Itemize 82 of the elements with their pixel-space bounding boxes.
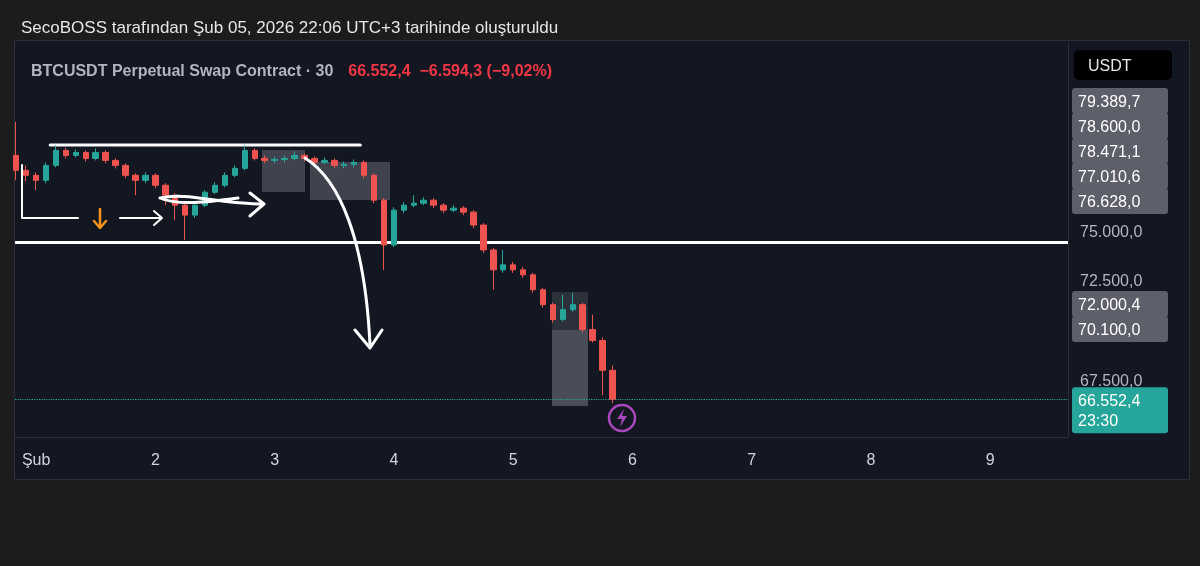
candlestick: [599, 337, 606, 396]
candlestick: [43, 161, 49, 184]
text: 76.628,0: [1078, 192, 1141, 210]
candlestick: [102, 149, 109, 164]
candlestick: [271, 155, 278, 164]
candlestick: [281, 154, 288, 163]
candlestick: [500, 249, 506, 274]
candlestick: [83, 149, 89, 162]
candlestick: [371, 172, 377, 204]
candlestick: [401, 201, 407, 214]
candlestick: [351, 158, 357, 168]
candlestick: [63, 146, 69, 159]
candlestick: [242, 144, 248, 171]
candlestick: [192, 201, 198, 219]
text: 23:30: [1078, 411, 1119, 429]
candlestick: [411, 194, 417, 208]
candlestick: [450, 204, 457, 213]
candlestick: [232, 164, 238, 178]
candlestick: [132, 172, 139, 196]
candlestick: [381, 197, 387, 271]
candlestick: [609, 364, 616, 404]
y-tick-label: 67.500,0: [1080, 371, 1143, 389]
candlestick: [520, 266, 526, 279]
text: 78.600,0: [1078, 117, 1141, 135]
text: 78.471,1: [1078, 142, 1141, 160]
candlestick: [460, 205, 467, 216]
candlestick: [440, 202, 447, 214]
candlestick: [73, 148, 79, 158]
candlestick: [341, 160, 347, 169]
candlestick: [550, 302, 556, 324]
candlestick: [92, 147, 99, 161]
candlestick: [152, 172, 159, 189]
x-tick-label: 9: [985, 450, 995, 468]
ref-line-label: 66.552,4: [1078, 391, 1141, 409]
candlestick: [182, 202, 188, 241]
x-tick-label: Şub: [21, 450, 51, 468]
x-tick-label: 5: [508, 450, 518, 468]
candlestick: [480, 222, 487, 254]
text: 70.100,0: [1078, 320, 1141, 338]
candlestick: [530, 272, 536, 294]
candlestick: [162, 182, 169, 206]
annotation: 66.552,4 −6.594,3 (−9,02%): [348, 61, 552, 79]
candlestick: [321, 156, 328, 165]
candlestick: [122, 162, 129, 179]
x-tick-label: 8: [866, 450, 876, 468]
chart-title: SecoBOSS tarafından Şub 05, 2026 22:06 UTC+3 tarihinde oluşturuldu: [21, 18, 559, 37]
x-tick-label: 7: [747, 450, 757, 468]
candlestick: [430, 197, 437, 209]
y-tick-label: 75.000,0: [1080, 222, 1143, 240]
candlestick: [391, 206, 397, 248]
candlestick: [261, 154, 268, 164]
text: USDT: [1088, 56, 1132, 74]
candlestick: [112, 157, 119, 169]
candlestick: [579, 302, 586, 334]
candlestick: [222, 171, 228, 188]
candlestick: [23, 164, 29, 182]
candlestick: [53, 144, 59, 168]
candlestick: [540, 287, 546, 309]
candlestick: [291, 150, 298, 161]
candlestick: [252, 147, 258, 161]
candlestick: [510, 261, 516, 274]
text: BTCUSDT Perpetual Swap Contract · 30: [31, 61, 334, 79]
candlestick: [570, 292, 576, 313]
candlestick: [33, 171, 39, 191]
x-tick-label: 6: [627, 450, 637, 468]
text: 72.000,4: [1078, 295, 1141, 313]
x-tick-label: 4: [389, 450, 399, 468]
x-tick-label: 2: [150, 450, 160, 468]
candlestick: [589, 314, 596, 343]
y-tick-label: 72.500,0: [1080, 272, 1143, 290]
candlestick: [560, 294, 566, 323]
text: 79.389,7: [1078, 92, 1141, 110]
candlestick: [470, 209, 477, 229]
candlestick: [331, 157, 338, 169]
candlestick: [420, 196, 427, 206]
candlestick: [13, 121, 19, 181]
x-tick-label: 3: [270, 450, 280, 468]
candlestick: [212, 181, 218, 195]
candlestick: [142, 171, 149, 184]
text: 77.010,6: [1078, 167, 1141, 185]
candlestick: [361, 159, 367, 179]
candlestick: [490, 247, 497, 291]
